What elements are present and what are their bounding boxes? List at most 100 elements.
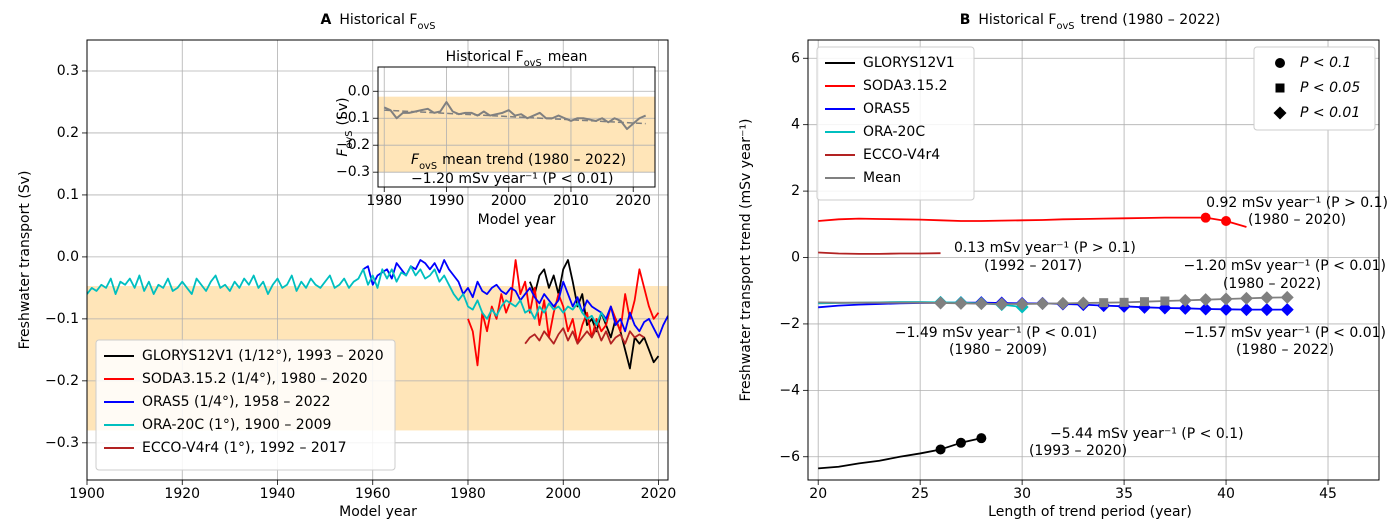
panel-title: B Historical FovS trend (1980 – 2022) [960, 12, 1221, 32]
annotation: FovS mean trend (1980 – 2022) [411, 152, 626, 172]
series-line [818, 251, 941, 255]
y-tick-label: 0.2 [57, 125, 79, 141]
axes-frame [86, 39, 669, 481]
series-line [87, 265, 607, 326]
annotation: −1.20 mSv year⁻¹ (P < 0.01) [411, 171, 613, 187]
legend-label: GLORYS12V1 (1/12°), 1993 – 2020 [142, 348, 384, 364]
inset-title-part: mean [548, 49, 588, 65]
inset-title: Historical FovS mean [446, 49, 588, 69]
annotation: −1.20 mSv year⁻¹ (P < 0.01) [1184, 258, 1386, 274]
x-tick-label: 40 [1217, 486, 1235, 502]
data-point [955, 437, 966, 448]
annotation: 0.92 mSv year⁻¹ (P > 0.1) [1206, 195, 1388, 211]
annotation: (1980 – 2022) [1223, 276, 1321, 292]
x-tick-label: 45 [1319, 486, 1337, 502]
y-tick-label: −0.3 [336, 164, 370, 180]
legend-label: ECCO-V4r4 [863, 147, 940, 163]
y-axis-label-part: (Sv) [335, 97, 351, 125]
data-point [1219, 292, 1233, 306]
x-tick-label: 2020 [641, 486, 677, 502]
y-tick-label: −0.2 [45, 373, 79, 389]
annotation-part: F [411, 152, 420, 168]
y-axis-label-part: F [335, 148, 351, 157]
legend-box [95, 339, 396, 471]
annotation: 0.13 mSv year⁻¹ (P > 0.1) [954, 240, 1136, 256]
data-point [1260, 303, 1274, 317]
panel-title-part: Historical F [978, 12, 1056, 28]
y-tick-label: −0.3 [45, 435, 79, 451]
panel-title-part: ovS [1056, 21, 1074, 32]
data-point [1221, 215, 1232, 226]
data-point [1260, 291, 1274, 305]
series-line [524, 327, 645, 345]
x-tick-label: 1980 [366, 193, 402, 209]
annotation: (1980 – 2009) [949, 342, 1047, 358]
data-point [954, 296, 968, 310]
y-axis-label: Freshwater transport trend (mSv year⁻¹) [738, 119, 754, 402]
y-tick-label: −4 [779, 382, 800, 398]
x-tick-label: 2010 [553, 193, 589, 209]
inset-title-part: ovS [524, 58, 542, 69]
series-line [467, 259, 660, 367]
panel-title: A Historical FovS [321, 12, 436, 32]
data-point [995, 297, 1009, 311]
data-point [1178, 293, 1192, 307]
legend-label: SODA3.15.2 (1/4°), 1980 – 2020 [142, 371, 368, 387]
x-tick-label: 20 [809, 486, 827, 502]
data-point [935, 444, 946, 455]
data-point [1076, 296, 1090, 310]
annotation: −5.44 mSv year⁻¹ (P < 0.1) [1050, 426, 1244, 442]
legend-label: ORAS5 [863, 101, 911, 117]
data-point [1219, 302, 1233, 316]
axes-frame [377, 66, 656, 188]
x-tick-label: 1900 [69, 486, 105, 502]
y-tick-label: 0.3 [57, 63, 79, 79]
legend-marker [1275, 58, 1285, 68]
annotation: (1993 – 2020) [1029, 443, 1127, 459]
series-line [818, 437, 982, 470]
y-tick-label: −6 [779, 449, 800, 465]
y-tick-label: −0.2 [336, 137, 370, 153]
panel-title-part: B [960, 12, 971, 28]
data-point [1199, 302, 1213, 316]
x-axis-label: Model year [478, 212, 556, 228]
data-point [1056, 296, 1070, 310]
y-tick-label: 0 [791, 250, 800, 266]
legend-box [816, 46, 975, 201]
axes-frame [807, 39, 1380, 481]
legend-marker [1275, 83, 1285, 93]
legend-box [1253, 46, 1376, 131]
legend-marker [1273, 106, 1287, 120]
legend-label: P < 0.1 [1300, 55, 1351, 71]
y-tick-label: −0.1 [45, 311, 79, 327]
data-point [1099, 298, 1109, 308]
data-point [934, 296, 948, 310]
legend-label: P < 0.01 [1300, 105, 1360, 121]
data-point [1280, 303, 1294, 317]
legend-label: ORA-20C [863, 124, 925, 140]
panel-title-part: ovS [417, 21, 435, 32]
y-tick-label: 0.1 [57, 187, 79, 203]
legend-label: ORAS5 (1/4°), 1958 – 2022 [142, 394, 331, 410]
annotation-part: mean trend (1980 – 2022) [442, 152, 626, 168]
data-point [1280, 290, 1294, 304]
legend-label: Mean [863, 170, 901, 186]
y-tick-label: 0.0 [57, 249, 79, 265]
y-tick-label: 2 [791, 183, 800, 199]
data-point [1036, 297, 1050, 311]
y-tick-label: 6 [791, 50, 800, 66]
x-tick-label: 2000 [491, 193, 527, 209]
x-tick-label: 35 [1115, 486, 1133, 502]
y-tick-label: 0.0 [348, 83, 370, 99]
inset-title-part: Historical F [446, 49, 524, 65]
panel-title-part: A [321, 12, 332, 28]
x-tick-label: 1980 [450, 486, 486, 502]
annotation: −1.49 mSv year⁻¹ (P < 0.01) [895, 325, 1097, 341]
panel-title-part: trend (1980 – 2022) [1080, 12, 1220, 28]
y-tick-label: −0.1 [336, 110, 370, 126]
data-point [1139, 297, 1149, 307]
panel-title-part: Historical F [339, 12, 417, 28]
x-tick-label: 30 [1013, 486, 1031, 502]
data-point [1178, 301, 1192, 315]
